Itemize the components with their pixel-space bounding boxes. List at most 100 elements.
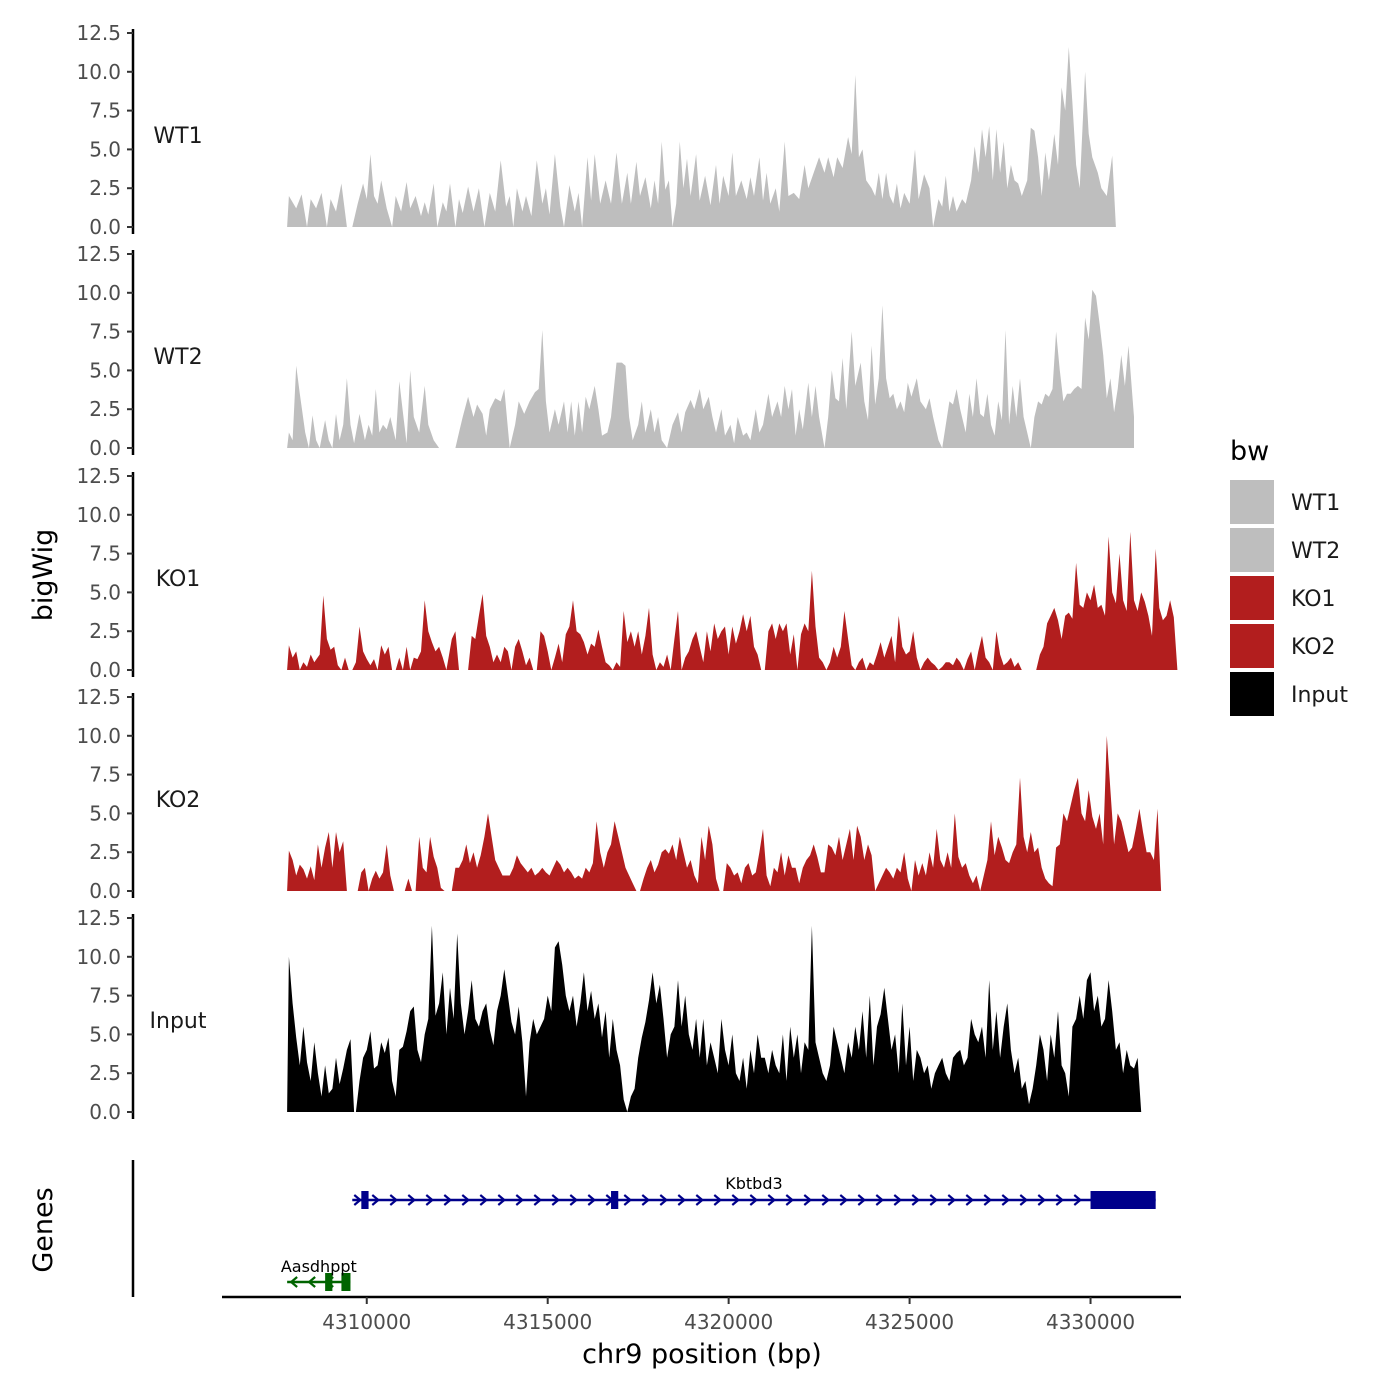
strand-arrow [623, 1194, 632, 1206]
y-tick-label-wt1: 5.0 [89, 137, 121, 161]
legend-label-input: Input [1291, 683, 1348, 708]
gene-exon-kbtbd3 [611, 1191, 619, 1209]
x-tick-label: 4320000 [684, 1310, 773, 1334]
strand-arrow [731, 1194, 740, 1206]
track-label-wt2: WT2 [153, 345, 202, 370]
y-tick-label-ko2: 7.5 [89, 763, 121, 787]
y-tick-label-wt2: 2.5 [89, 397, 121, 421]
legend-label-wt1: WT1 [1291, 491, 1340, 516]
y-tick-label-ko1: 12.5 [76, 464, 121, 488]
x-tick-label: 4310000 [322, 1310, 411, 1334]
legend-title: bw [1230, 436, 1269, 467]
gene-exon-aasdhppt [341, 1273, 351, 1291]
gene-kbtbd3: Kbtbd3 [352, 1174, 1156, 1209]
y-tick-label-input: 0.0 [89, 1100, 121, 1124]
x-tick-label: 4325000 [865, 1310, 954, 1334]
strand-arrow [289, 1276, 298, 1288]
track-area-ko1 [287, 531, 1178, 670]
legend-swatch-ko2 [1230, 624, 1274, 668]
strand-arrow [947, 1194, 956, 1206]
strand-arrow [659, 1194, 668, 1206]
strand-arrow [515, 1194, 524, 1206]
y-tick-label-ko2: 5.0 [89, 801, 121, 825]
y-tick-label-wt2: 0.0 [89, 436, 121, 460]
gene-exon-kbtbd3 [361, 1191, 369, 1209]
strand-arrow [425, 1194, 434, 1206]
x-tick-label: 4315000 [503, 1310, 592, 1334]
strand-arrow [677, 1194, 686, 1206]
strand-arrow [929, 1194, 938, 1206]
y-tick-label-wt2: 10.0 [76, 281, 121, 305]
track-area-wt2 [287, 289, 1135, 448]
strand-arrow [533, 1194, 542, 1206]
gene-label-aasdhppt: Aasdhppt [281, 1257, 357, 1276]
strand-arrow [551, 1194, 560, 1206]
track-label-ko1: KO1 [156, 567, 201, 592]
y-tick-label-wt1: 7.5 [89, 99, 121, 123]
y-tick-label-ko1: 0.0 [89, 658, 121, 682]
x-axis-title: chr9 position (bp) [582, 1339, 822, 1370]
track-area-input [287, 925, 1142, 1112]
y-tick-label-ko2: 12.5 [76, 685, 121, 709]
y-tick-label-wt2: 5.0 [89, 358, 121, 382]
strand-arrow [307, 1276, 316, 1288]
strand-arrow [407, 1194, 416, 1206]
strand-arrow [1055, 1194, 1064, 1206]
strand-arrow [749, 1194, 758, 1206]
y-tick-label-wt2: 7.5 [89, 320, 121, 344]
track-ko2: 0.0 2.5 5.0 7.5 10.0 12.5 KO2 [76, 685, 1162, 903]
track-area-ko2 [287, 735, 1162, 891]
y-tick-label-ko1: 10.0 [76, 503, 121, 527]
strand-arrow [1037, 1194, 1046, 1206]
strand-arrow [587, 1194, 596, 1206]
gene-label-kbtbd3: Kbtbd3 [725, 1174, 782, 1193]
strand-arrow [893, 1194, 902, 1206]
strand-arrow [443, 1194, 452, 1206]
strand-arrow [713, 1194, 722, 1206]
strand-arrow [371, 1194, 380, 1206]
bigwig-tracks: 0.0 2.5 5.0 7.5 10.0 12.5 WT1 0.0 2.5 5.0 7.5 10.0 1… [76, 21, 1178, 1124]
track-input: 0.0 2.5 5.0 7.5 10.0 12.5 Input [76, 906, 1142, 1124]
y-tick-label-wt2: 12.5 [76, 242, 121, 266]
strand-arrow [1073, 1194, 1082, 1206]
strand-arrow [389, 1194, 398, 1206]
legend: WT1 WT2 KO1 KO2 Input [1230, 480, 1348, 716]
strand-arrow [857, 1194, 866, 1206]
y-tick-label-ko2: 0.0 [89, 879, 121, 903]
legend-swatch-wt2 [1230, 528, 1274, 572]
y-tick-label-input: 10.0 [76, 945, 121, 969]
strand-arrow [695, 1194, 704, 1206]
gene-track-panel: Kbtbd3 Aasdhppt [131, 1160, 1156, 1297]
y-tick-label-input: 12.5 [76, 906, 121, 930]
y-axis-title: bigWig [28, 529, 59, 622]
legend-swatch-wt1 [1230, 480, 1274, 524]
strand-arrow [821, 1194, 830, 1206]
strand-arrow [641, 1194, 650, 1206]
track-wt1: 0.0 2.5 5.0 7.5 10.0 12.5 WT1 [76, 21, 1116, 239]
genes-axis-title: Genes [28, 1187, 59, 1272]
strand-arrow [983, 1194, 992, 1206]
track-ko1: 0.0 2.5 5.0 7.5 10.0 12.5 KO1 [76, 464, 1178, 682]
y-tick-label-wt1: 10.0 [76, 60, 121, 84]
track-wt2: 0.0 2.5 5.0 7.5 10.0 12.5 WT2 [76, 242, 1135, 460]
y-tick-label-ko2: 2.5 [89, 840, 121, 864]
strand-arrow [569, 1194, 578, 1206]
track-label-ko2: KO2 [156, 788, 201, 813]
y-tick-label-input: 2.5 [89, 1061, 121, 1085]
gene-aasdhppt: Aasdhppt [281, 1257, 357, 1291]
strand-arrow [839, 1194, 848, 1206]
y-tick-label-wt1: 2.5 [89, 176, 121, 200]
legend-label-ko2: KO2 [1291, 635, 1336, 660]
strand-arrow [461, 1194, 470, 1206]
strand-arrow [353, 1194, 362, 1206]
strand-arrow [479, 1194, 488, 1206]
strand-arrow [497, 1194, 506, 1206]
legend-swatch-input [1230, 672, 1274, 716]
strand-arrow [911, 1194, 920, 1206]
y-tick-label-ko1: 7.5 [89, 542, 121, 566]
strand-arrow [1019, 1194, 1028, 1206]
gene-exon-aasdhppt [325, 1273, 333, 1291]
y-tick-label-input: 7.5 [89, 984, 121, 1008]
